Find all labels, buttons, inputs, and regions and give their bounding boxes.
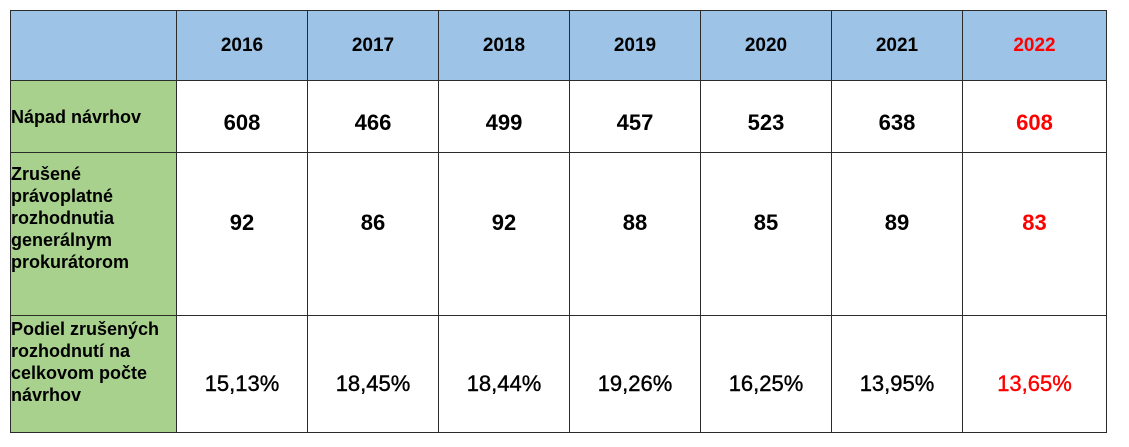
table-cell: 89 <box>831 152 963 316</box>
year-header: 2018 <box>438 10 570 81</box>
year-header: 2017 <box>307 10 439 81</box>
table-cell: 92 <box>438 152 570 316</box>
table-row-annulled-decisions: Zrušené právoplatné rozhodnutia generáln… <box>10 152 1107 316</box>
year-header-current: 2022 <box>962 10 1107 81</box>
table-cell: 18,44% <box>438 315 570 433</box>
table-cell: 19,26% <box>569 315 701 433</box>
table-cell-current: 13,65% <box>962 315 1107 433</box>
table-cell: 15,13% <box>176 315 308 433</box>
table-cell: 88 <box>569 152 701 316</box>
table-cell: 638 <box>831 80 963 153</box>
table-cell: 608 <box>176 80 308 153</box>
statistics-table: 2016 2017 2018 2019 2020 2021 2022 Nápad… <box>10 10 1107 433</box>
header-row: 2016 2017 2018 2019 2020 2021 2022 <box>10 10 1107 81</box>
table-cell: 86 <box>307 152 439 316</box>
table-row-annulled-share: Podiel zrušených rozhodnutí na celkovom … <box>10 315 1107 433</box>
row-label: Podiel zrušených rozhodnutí na celkovom … <box>10 315 177 433</box>
table-cell: 18,45% <box>307 315 439 433</box>
year-header: 2016 <box>176 10 308 81</box>
table-cell: 466 <box>307 80 439 153</box>
year-header: 2020 <box>700 10 832 81</box>
table-cell: 92 <box>176 152 308 316</box>
row-label: Zrušené právoplatné rozhodnutia generáln… <box>10 152 177 316</box>
table-cell-current: 608 <box>962 80 1107 153</box>
year-header: 2021 <box>831 10 963 81</box>
table-cell: 13,95% <box>831 315 963 433</box>
table-cell: 499 <box>438 80 570 153</box>
table-cell: 523 <box>700 80 832 153</box>
year-header: 2019 <box>569 10 701 81</box>
table-cell: 85 <box>700 152 832 316</box>
table-row-filed-proposals: Nápad návrhov 608 466 499 457 523 638 60… <box>10 80 1107 153</box>
corner-cell <box>10 10 177 81</box>
table-cell: 457 <box>569 80 701 153</box>
table-cell-current: 83 <box>962 152 1107 316</box>
table-cell: 16,25% <box>700 315 832 433</box>
row-label: Nápad návrhov <box>10 80 177 153</box>
